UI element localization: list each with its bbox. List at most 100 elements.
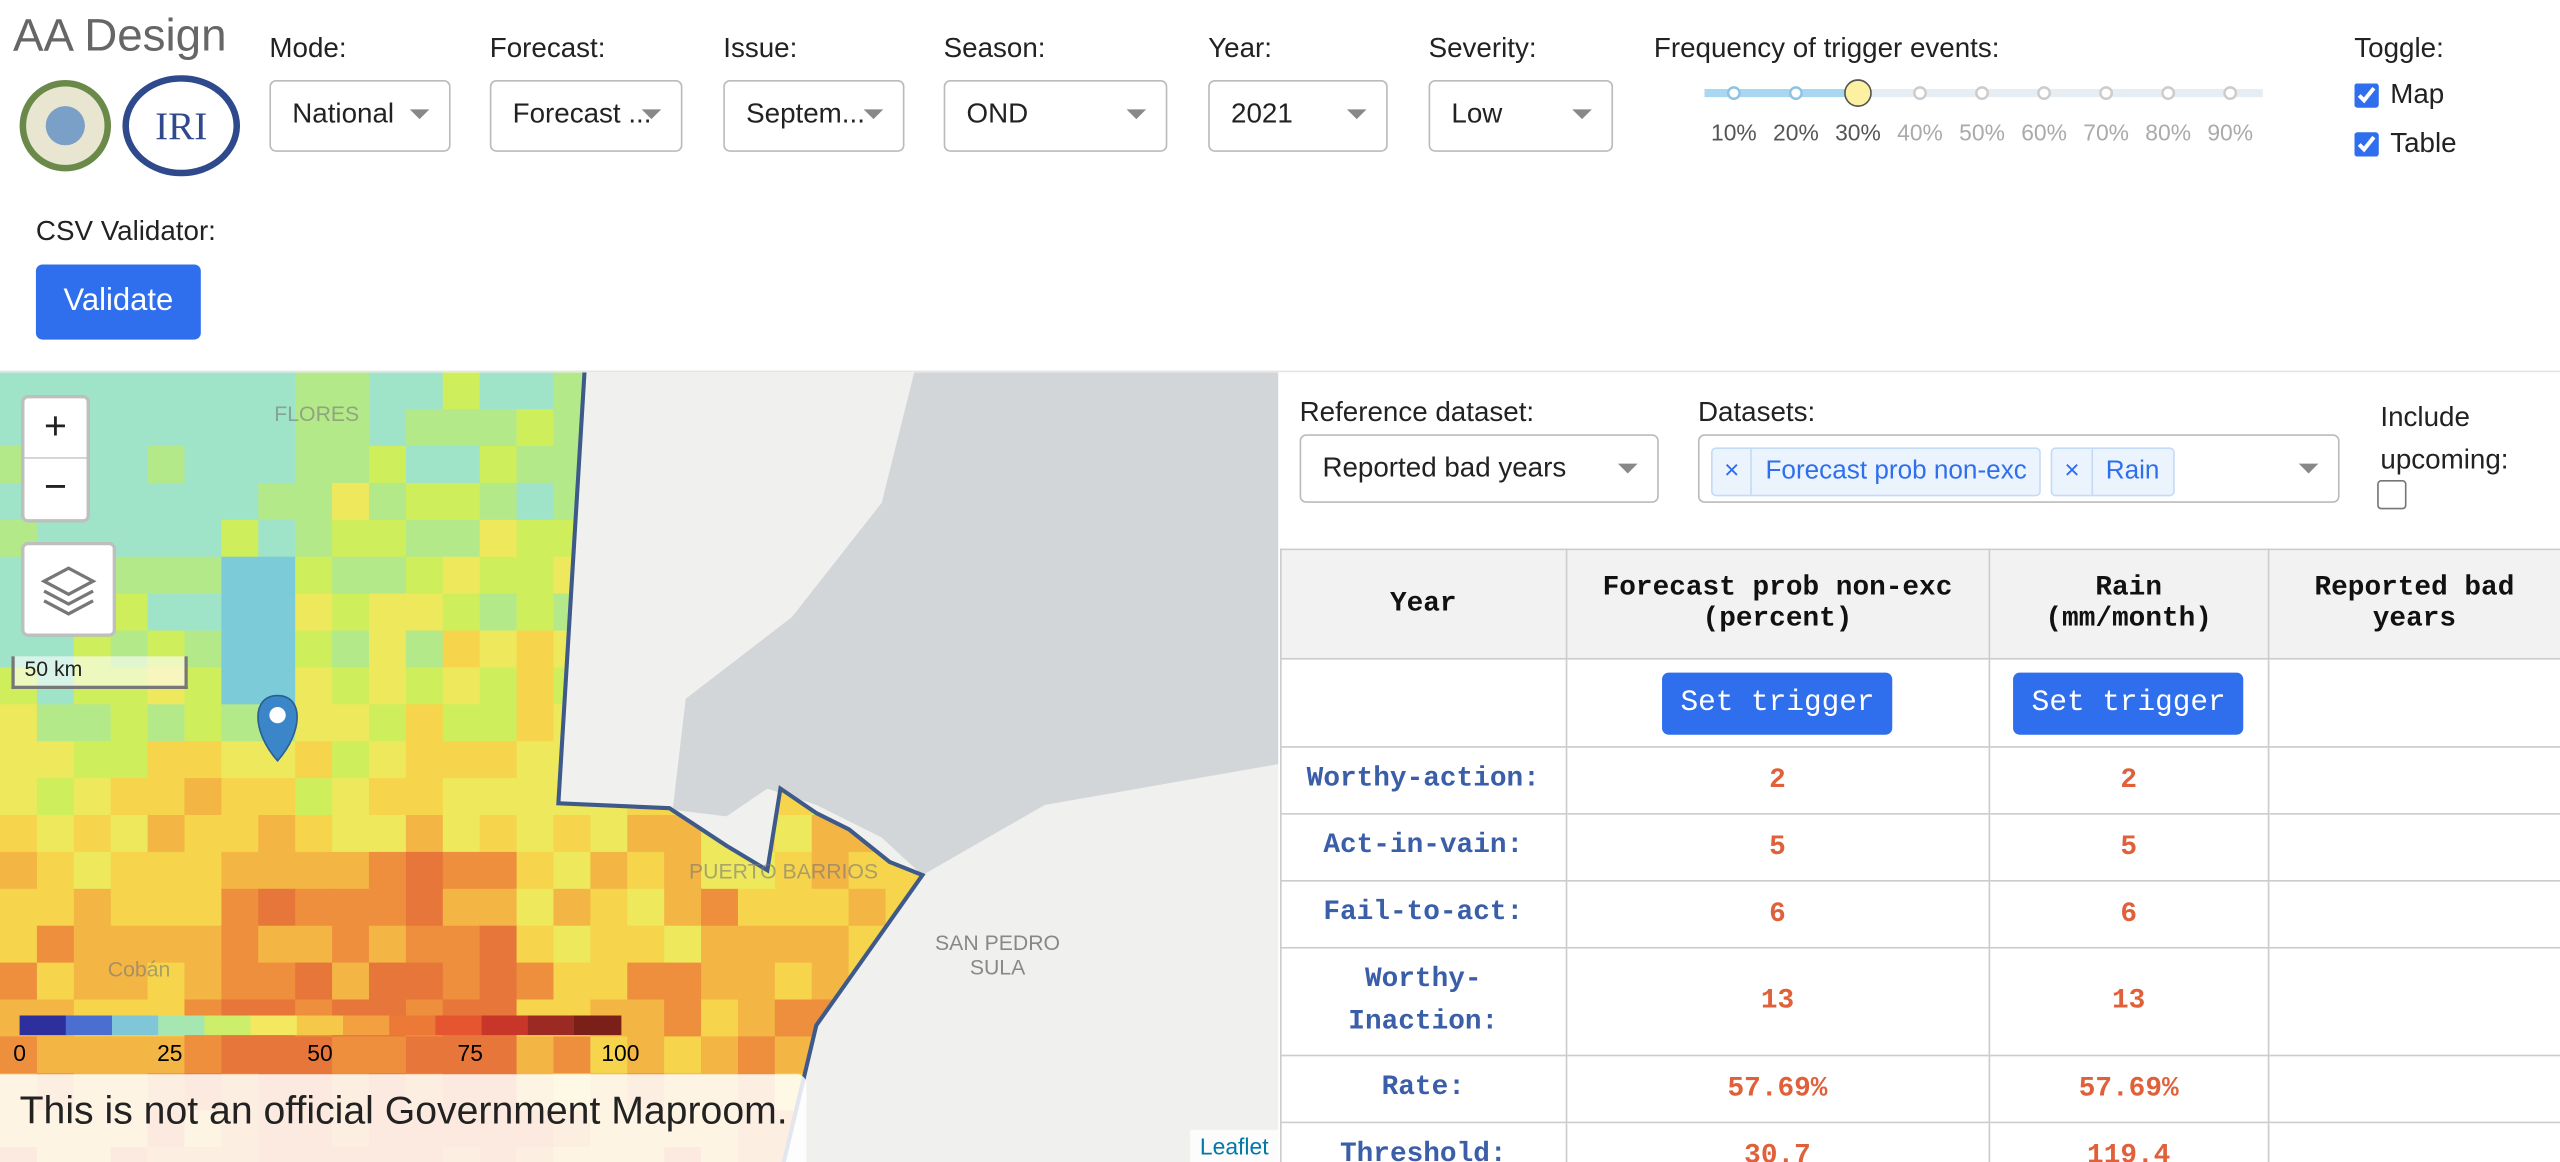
value-cell: 57.69%: [1988, 1054, 2269, 1124]
cell: [2267, 1121, 2560, 1162]
cell: Set trigger: [1988, 657, 2269, 748]
value-cell: 2: [1988, 746, 2269, 815]
heat-cell: [147, 851, 186, 890]
slider-dot: [2099, 86, 2114, 100]
set-trigger-button[interactable]: Set trigger: [1662, 671, 1893, 734]
control-label: Season:: [943, 32, 1046, 64]
heat-cell: [73, 888, 112, 927]
heat-cell: [774, 999, 813, 1038]
control-select[interactable]: OND: [943, 80, 1168, 152]
heat-cell: [0, 704, 38, 742]
heat-cell: [368, 741, 407, 779]
results-table: Year Forecast prob non-exc (percent) Rain …: [1280, 548, 2560, 1162]
heat-cell: [368, 851, 407, 890]
cell: Set trigger: [1564, 657, 1991, 748]
heat-cell: [295, 851, 333, 890]
heat-cell: [368, 778, 407, 816]
zoom-out[interactable]: −: [44, 465, 67, 510]
toggle-checkbox[interactable]: [2354, 132, 2379, 157]
heat-cell: [553, 888, 592, 927]
heat-cell: [258, 556, 296, 595]
heat-cell: [221, 704, 259, 742]
heat-cell: [405, 925, 444, 964]
data-row: Threshold: 30.7 119.4: [1280, 1121, 2560, 1162]
heat-cell: [516, 409, 555, 447]
heat-cell: [332, 446, 370, 484]
upcoming-checkbox[interactable]: [2377, 479, 2407, 510]
zoom-in[interactable]: +: [24, 398, 87, 459]
heat-cell: [368, 815, 407, 853]
data-row: Worthy-Inaction: 13 13: [1280, 946, 2560, 1057]
heat-cell: [405, 630, 444, 669]
heat-cell: [258, 482, 296, 521]
heat-cell: [73, 962, 112, 1001]
heat-cell: [442, 446, 481, 484]
heat-cell: [0, 741, 38, 779]
heat-cell: [36, 851, 75, 890]
heat-cell: [184, 446, 223, 484]
heat-cell: [516, 815, 555, 853]
heat-cell: [368, 446, 407, 484]
heat-cell: [442, 778, 481, 816]
column-header: Year: [1280, 548, 1567, 660]
heat-cell: [479, 630, 518, 669]
attribution[interactable]: Leaflet: [1190, 1129, 1279, 1162]
colorbar-swatch: [204, 1015, 252, 1036]
heat-cell: [0, 888, 38, 927]
heat-cell: [110, 888, 149, 927]
heat-cell: [73, 741, 112, 779]
heat-cell: [221, 962, 259, 1001]
heat-cell: [516, 851, 555, 890]
svg-text:IRI: IRI: [155, 105, 207, 148]
heat-cell: [627, 1036, 665, 1074]
layers-control[interactable]: [21, 542, 116, 637]
heat-cell: [479, 667, 518, 705]
set-trigger-button[interactable]: Set trigger: [2013, 671, 2244, 734]
slider-handle[interactable]: [1844, 79, 1872, 107]
heat-cell: [295, 409, 333, 447]
heat-cell: [332, 409, 370, 447]
control-select[interactable]: Septem...: [723, 80, 905, 152]
control-select[interactable]: National: [269, 80, 451, 152]
control-select[interactable]: 2021: [1208, 80, 1388, 152]
heat-cell: [368, 482, 407, 521]
control-select[interactable]: Forecast ...: [489, 80, 683, 152]
heat-cell: [147, 556, 186, 595]
heat-cell: [442, 741, 481, 779]
heat-cell: [479, 1036, 518, 1074]
slider-tick-label: 70%: [2083, 119, 2129, 145]
toggle-checkbox[interactable]: [2354, 83, 2379, 108]
slider-dot: [1913, 86, 1927, 100]
heat-cell: [221, 556, 259, 595]
row-label: Threshold:: [1280, 1121, 1567, 1162]
heat-cell: [184, 482, 223, 521]
colorbar-tick-label: 25: [157, 1040, 182, 1066]
layers-icon: [40, 566, 97, 616]
heat-cell: [516, 593, 555, 632]
data-row: Rate: 57.69% 57.69%: [1280, 1054, 2560, 1124]
validate-button[interactable]: Validate: [35, 264, 201, 340]
heat-cell: [221, 815, 259, 853]
tag-remove[interactable]: ×: [1713, 448, 1753, 495]
heat-cell: [295, 446, 333, 484]
control-select[interactable]: Low: [1428, 80, 1614, 152]
heat-cell: [479, 888, 518, 927]
heat-cell: [221, 667, 259, 705]
heat-cell: [221, 482, 259, 521]
heat-cell: [332, 741, 370, 779]
heat-cell: [295, 1036, 333, 1074]
heat-cell: [0, 962, 38, 1001]
tag-remove[interactable]: ×: [2053, 448, 2093, 495]
heat-cell: [405, 815, 444, 853]
map[interactable]: FLORES PUERTO BARRIOS SAN PEDRO SULA Cob…: [0, 372, 1279, 1162]
heat-cell: [295, 925, 333, 964]
heat-cell: [258, 372, 296, 410]
heat-cell: [368, 519, 407, 558]
heat-cell: [737, 925, 776, 964]
heat-cell: [811, 888, 850, 927]
slider[interactable]: 10% 20% 30% 40% 50% 60% 70% 80% 90%: [1682, 72, 2302, 154]
reference-select[interactable]: Reported bad years: [1299, 434, 1659, 503]
datasets-select[interactable]: × Forecast prob non-exc × Rain: [1697, 434, 2340, 503]
value-cell: 119.4: [1988, 1121, 2269, 1162]
